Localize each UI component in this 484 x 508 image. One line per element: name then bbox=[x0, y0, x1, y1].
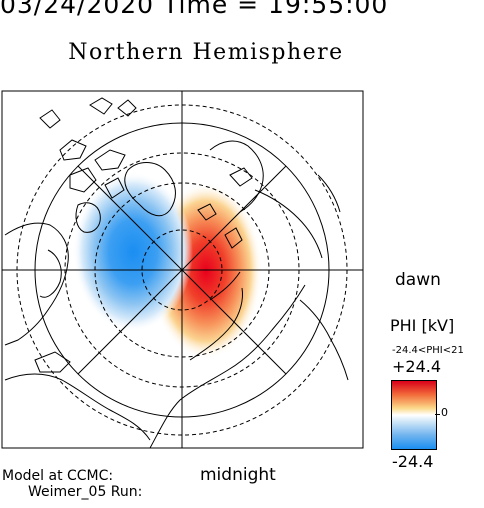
colorbar-max-label: +24.4 bbox=[392, 357, 442, 376]
negative-potential-cell bbox=[73, 172, 193, 332]
colorbar-mid-label: 0 bbox=[441, 406, 448, 419]
midnight-label: midnight bbox=[200, 465, 276, 485]
meridian-line bbox=[77, 165, 287, 375]
run-label: Weimer_05 Run: bbox=[28, 484, 143, 500]
colorbar-zero-tick bbox=[435, 414, 440, 415]
colorbar-min-label: -24.4 bbox=[392, 452, 434, 471]
datetime-label: 03/24/2020 Time = 19:55:00 bbox=[0, 0, 389, 19]
model-label: Model at CCMC: bbox=[2, 468, 114, 484]
map-title: Northern Hemisphere bbox=[68, 40, 344, 65]
colorbar-range: -24.4<PHI<21 bbox=[392, 345, 464, 356]
dawn-label: dawn bbox=[395, 270, 441, 290]
colorbar bbox=[391, 380, 437, 450]
coastlines bbox=[4, 97, 349, 448]
colorbar-title: PHI [kV] bbox=[390, 316, 455, 335]
